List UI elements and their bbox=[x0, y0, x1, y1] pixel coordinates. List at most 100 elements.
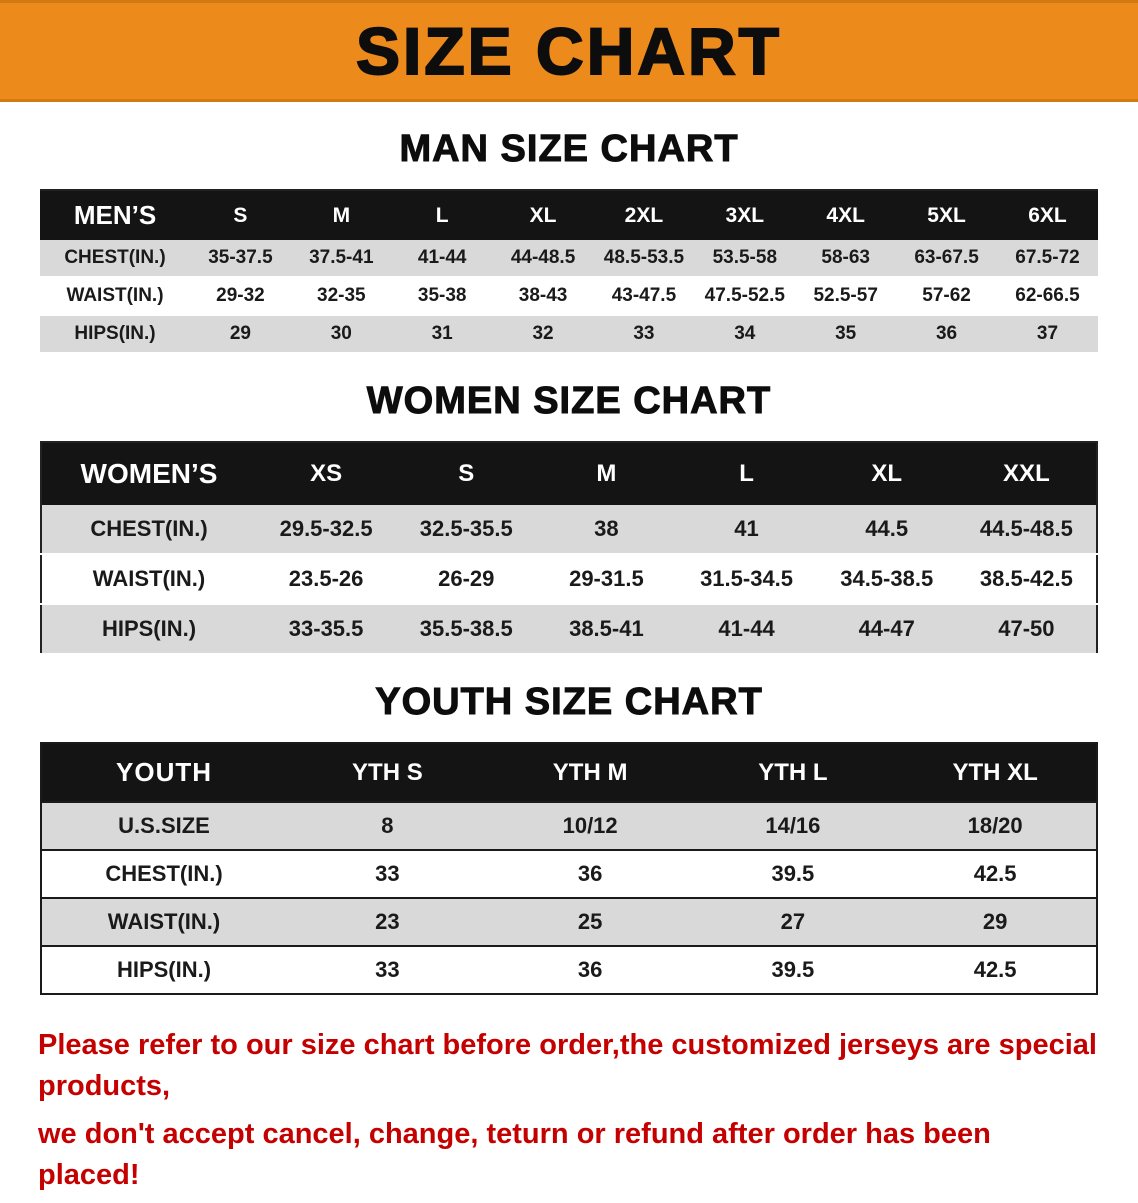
men-value-cell: 47.5-52.5 bbox=[704, 285, 785, 306]
men-size-header: S bbox=[233, 203, 248, 227]
men-value-cell: 57-62 bbox=[922, 285, 971, 306]
youth-value-cell: 18/20 bbox=[967, 813, 1023, 838]
men-value-cell: 35-38 bbox=[417, 285, 467, 306]
men-corner-header: MEN’S bbox=[73, 200, 157, 230]
youth-row-label: U.S.SIZE bbox=[118, 813, 210, 838]
men-value-cell: 32-35 bbox=[317, 285, 366, 306]
women-row-0: CHEST(IN.) 29.5-32.5 32.5-35.5 38 41 44.5 44.5… bbox=[41, 505, 1097, 554]
men-value-cell: 38-43 bbox=[518, 285, 568, 306]
women-section: WOMEN SIZE CHART WOMEN’S XS S M L XL XXL CHEST(… bbox=[0, 380, 1138, 655]
page-title: SIZE CHART bbox=[355, 14, 782, 88]
footer-notice: Please refer to our size chart before or… bbox=[38, 1025, 1100, 1195]
women-corner-header: WOMEN’S bbox=[80, 458, 218, 489]
men-value-cell: 37.5-41 bbox=[309, 247, 374, 268]
men-value-cell: 29 bbox=[229, 323, 251, 344]
men-value-cell: 33 bbox=[633, 323, 655, 344]
youth-row-label: HIPS(IN.) bbox=[116, 957, 212, 982]
women-value-cell: 23.5-26 bbox=[288, 566, 364, 591]
men-value-cell: 35-37.5 bbox=[208, 247, 273, 268]
men-value-cell: 29-32 bbox=[216, 285, 265, 306]
youth-value-cell: 8 bbox=[381, 813, 394, 838]
women-section-title: WOMEN SIZE CHART bbox=[366, 380, 772, 423]
women-size-header: M bbox=[596, 460, 617, 487]
women-value-cell: 44.5-48.5 bbox=[979, 516, 1073, 541]
men-value-cell: 36 bbox=[935, 323, 958, 344]
men-value-cell: 35 bbox=[835, 323, 857, 344]
women-value-cell: 31.5-34.5 bbox=[700, 566, 794, 591]
notice-line-1: Please refer to our size chart before or… bbox=[38, 1029, 1097, 1102]
men-row-2: HIPS(IN.) 29 30 31 32 33 34 35 36 37 bbox=[40, 315, 1098, 353]
youth-value-cell: 25 bbox=[577, 909, 603, 934]
men-value-cell: 41-44 bbox=[417, 247, 467, 268]
men-size-header: 5XL bbox=[927, 203, 966, 227]
men-value-cell: 44-48.5 bbox=[510, 247, 576, 268]
men-size-header: L bbox=[435, 203, 449, 227]
youth-value-cell: 23 bbox=[375, 909, 400, 934]
women-size-header: XXL bbox=[1003, 460, 1050, 487]
men-row-label: WAIST(IN.) bbox=[66, 285, 164, 306]
men-row-0: CHEST(IN.) 35-37.5 37.5-41 41-44 44-48.5 48.5… bbox=[40, 240, 1098, 277]
men-value-cell: 62-66.5 bbox=[1015, 285, 1080, 306]
youth-row-label: CHEST(IN.) bbox=[105, 861, 223, 886]
youth-size-header: YTH L bbox=[758, 758, 828, 786]
youth-header-row: YOUTH YTH S YTH M YTH L YTH XL bbox=[41, 743, 1097, 802]
youth-size-header: YTH M bbox=[552, 758, 628, 786]
women-value-cell: 44-47 bbox=[858, 616, 915, 641]
youth-section: YOUTH SIZE CHART YOUTH YTH S YTH M YTH L YTH… bbox=[0, 681, 1138, 995]
women-value-cell: 32.5-35.5 bbox=[419, 516, 513, 541]
men-row-label: HIPS(IN.) bbox=[74, 323, 156, 344]
youth-row-1: CHEST(IN.) 33 36 39.5 42.5 bbox=[41, 850, 1097, 898]
women-value-cell: 38.5-41 bbox=[569, 616, 644, 641]
women-row-1: WAIST(IN.) 23.5-26 26-29 29-31.5 31.5-34.5 34… bbox=[41, 554, 1097, 604]
men-value-cell: 67.5-72 bbox=[1015, 247, 1080, 268]
women-header-row: WOMEN’S XS S M L XL XXL bbox=[41, 442, 1097, 505]
women-size-header: L bbox=[739, 460, 754, 487]
youth-value-cell: 14/16 bbox=[765, 813, 821, 838]
women-value-cell: 44.5 bbox=[865, 516, 909, 541]
women-row-label: WAIST(IN.) bbox=[92, 566, 206, 591]
youth-row-2: WAIST(IN.) 23 25 27 29 bbox=[41, 898, 1097, 946]
men-size-header: 4XL bbox=[826, 203, 865, 227]
men-value-cell: 52.5-57 bbox=[813, 285, 878, 306]
youth-value-cell: 42.5 bbox=[973, 957, 1017, 982]
women-value-cell: 38 bbox=[594, 516, 619, 541]
youth-value-cell: 29 bbox=[982, 909, 1008, 934]
men-value-cell: 32 bbox=[532, 323, 554, 344]
youth-row-3: HIPS(IN.) 33 36 39.5 42.5 bbox=[41, 946, 1097, 994]
men-value-cell: 43-47.5 bbox=[611, 285, 677, 306]
women-row-2: HIPS(IN.) 33-35.5 35.5-38.5 38.5-41 41-44 44-… bbox=[41, 604, 1097, 654]
women-row-label: HIPS(IN.) bbox=[101, 616, 197, 641]
men-row-label: CHEST(IN.) bbox=[64, 247, 166, 268]
notice-line-2: we don't accept cancel, change, teturn o… bbox=[38, 1118, 991, 1191]
women-value-cell: 34.5-38.5 bbox=[840, 566, 934, 591]
women-row-label: CHEST(IN.) bbox=[90, 516, 208, 541]
youth-size-table: YOUTH YTH S YTH M YTH L YTH XL U.S.SIZE 8 10/12… bbox=[40, 742, 1098, 995]
youth-section-title: YOUTH SIZE CHART bbox=[375, 681, 763, 724]
youth-value-cell: 36 bbox=[577, 861, 603, 886]
men-value-cell: 58-63 bbox=[821, 247, 870, 268]
men-size-header: 3XL bbox=[725, 203, 765, 227]
youth-value-cell: 39.5 bbox=[771, 861, 815, 886]
youth-row-0: U.S.SIZE 8 10/12 14/16 18/20 bbox=[41, 802, 1097, 850]
women-value-cell: 41 bbox=[734, 516, 759, 541]
youth-value-cell: 42.5 bbox=[973, 861, 1017, 886]
youth-value-cell: 10/12 bbox=[562, 813, 618, 838]
men-section-title: MAN SIZE CHART bbox=[399, 128, 739, 171]
women-value-cell: 33-35.5 bbox=[288, 616, 364, 641]
men-row-1: WAIST(IN.) 29-32 32-35 35-38 38-43 43-47.5 47.… bbox=[40, 277, 1098, 315]
men-value-cell: 31 bbox=[431, 323, 453, 344]
women-size-table: WOMEN’S XS S M L XL XXL CHEST(IN.) 29.5-32.5 32.5… bbox=[40, 441, 1098, 655]
men-value-cell: 37 bbox=[1036, 323, 1059, 344]
women-size-header: XS bbox=[310, 460, 343, 487]
youth-value-cell: 36 bbox=[577, 957, 603, 982]
women-value-cell: 26-29 bbox=[438, 566, 495, 591]
women-value-cell: 41-44 bbox=[718, 616, 775, 641]
youth-corner-header: YOUTH bbox=[116, 757, 212, 787]
men-header-row: MEN’S S M L XL 2XL 3XL 4XL 5XL 6XL bbox=[40, 190, 1098, 240]
women-value-cell: 47-50 bbox=[998, 616, 1055, 641]
banner: SIZE CHART bbox=[0, 0, 1138, 102]
women-value-cell: 35.5-38.5 bbox=[419, 616, 513, 641]
women-size-header: XL bbox=[871, 460, 903, 487]
men-section: MAN SIZE CHART MEN’S S M L XL 2XL 3XL 4XL 5XL 6XL… bbox=[0, 128, 1138, 354]
